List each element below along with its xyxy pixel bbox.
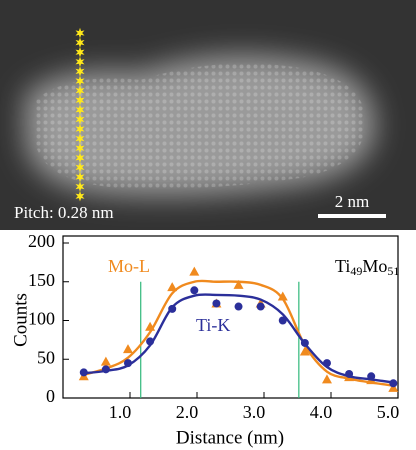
star	[75, 104, 85, 115]
data-point	[233, 279, 244, 289]
data-point	[389, 379, 398, 388]
data-point	[322, 359, 331, 368]
fraction: 49	[350, 264, 362, 278]
star	[75, 47, 85, 58]
data-point	[123, 359, 132, 368]
y-tick-label: 50	[37, 347, 55, 367]
x-axis-title: Distance (nm)	[176, 427, 284, 448]
data-point	[167, 282, 178, 292]
data-point	[146, 337, 155, 346]
star	[75, 123, 85, 135]
pitch-label: Pitch: 0.28 nm	[14, 203, 114, 222]
star	[75, 133, 85, 144]
data-point	[367, 372, 376, 381]
data-point	[190, 286, 199, 295]
scale-bar	[318, 214, 386, 218]
data-point	[345, 369, 354, 378]
data-point	[189, 266, 200, 276]
star	[75, 75, 85, 87]
data-point	[100, 356, 111, 366]
element: Mo	[362, 256, 387, 276]
x-tick-label: 2.0	[176, 402, 199, 422]
data-point	[256, 302, 265, 311]
data-point	[321, 374, 332, 384]
data-point	[79, 368, 88, 377]
star	[75, 27, 85, 39]
series-label: Ti-K	[196, 315, 230, 335]
data-point	[234, 302, 243, 311]
star	[75, 143, 85, 154]
data-point	[277, 291, 288, 301]
y-tick-label: 150	[28, 270, 55, 290]
star	[75, 66, 85, 77]
data-point	[300, 338, 309, 347]
data-point	[299, 346, 310, 356]
data-point	[122, 344, 133, 354]
x-tick-label: 1.0	[109, 402, 132, 422]
fraction: 51	[387, 264, 399, 278]
y-tick-label: 100	[28, 309, 55, 329]
y-tick-label: 200	[28, 231, 55, 251]
plot-frame	[62, 235, 399, 399]
y-axis-title: Counts	[10, 293, 31, 347]
star	[75, 171, 85, 183]
fit-line	[83, 293, 394, 384]
micrograph: Pitch: 0.28 nm 2 nm	[0, 0, 416, 230]
star	[75, 56, 85, 67]
data-point	[168, 304, 177, 313]
star	[75, 191, 85, 202]
data-point	[278, 316, 287, 325]
element: Ti	[335, 256, 350, 276]
star	[75, 114, 85, 125]
data-point	[145, 321, 156, 331]
series-label: Mo-L	[108, 256, 150, 276]
composition-label: Ti49Mo51	[335, 256, 399, 278]
data-point	[212, 299, 221, 308]
scale-label: 2 nm	[335, 192, 369, 211]
x-tick-label: 4.0	[310, 402, 333, 422]
star	[75, 95, 85, 106]
y-tick-label: 0	[46, 386, 55, 406]
star	[75, 152, 85, 163]
x-tick-label: 3.0	[243, 402, 266, 422]
star	[75, 37, 85, 48]
star	[75, 85, 85, 96]
star	[75, 162, 85, 173]
star	[75, 181, 85, 192]
data-point	[101, 365, 110, 374]
x-tick-label: 5.0	[377, 402, 400, 422]
data-point	[388, 382, 399, 392]
